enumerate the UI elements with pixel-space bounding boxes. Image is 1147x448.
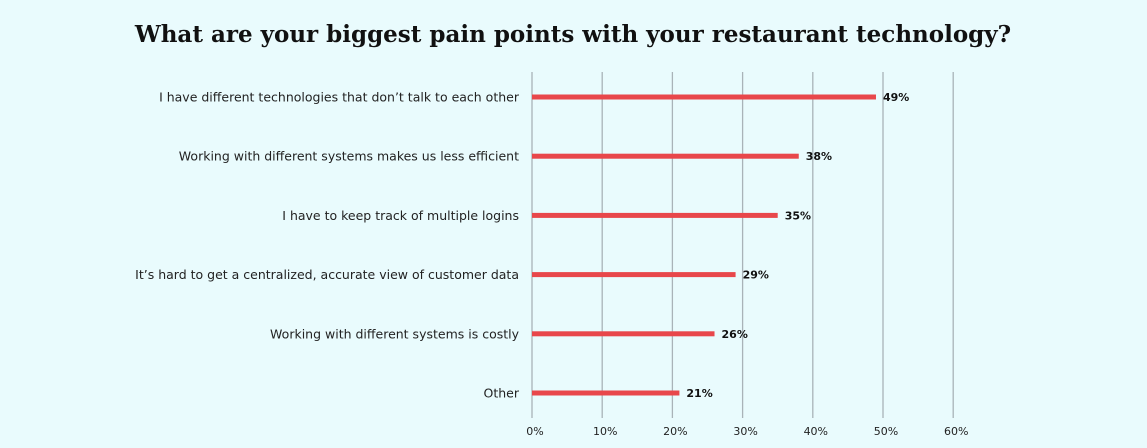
- bar: [532, 390, 680, 396]
- bars: [532, 94, 876, 396]
- x-tick-label: 0%: [526, 425, 543, 438]
- value-labels: 49% 38% 35% 29% 26% 21%: [686, 91, 909, 400]
- x-tick-label: 20%: [663, 425, 687, 438]
- category-label: I have different technologies that don’t…: [159, 90, 520, 105]
- bar: [532, 94, 876, 100]
- bar: [532, 212, 778, 218]
- chart-title: What are your biggest pain points with y…: [134, 21, 1011, 48]
- value-label: 29%: [743, 269, 769, 282]
- x-tick-label: 30%: [733, 425, 757, 438]
- category-labels: I have different technologies that don’t…: [135, 90, 520, 401]
- category-label: Working with different systems is costly: [270, 326, 520, 341]
- value-label: 49%: [883, 91, 909, 104]
- category-label: Other: [484, 386, 520, 401]
- category-label: It’s hard to get a centralized, accurate…: [135, 267, 519, 282]
- value-label: 26%: [722, 328, 748, 341]
- x-axis-tick-labels: 0% 10% 20% 30% 40% 50% 60%: [526, 425, 968, 438]
- value-label: 35%: [785, 209, 811, 222]
- bar: [532, 153, 799, 159]
- x-tick-label: 40%: [804, 425, 828, 438]
- bar: [532, 272, 736, 278]
- category-label: Working with different systems makes us …: [179, 149, 519, 164]
- x-tick-label: 50%: [874, 425, 898, 438]
- value-label: 38%: [806, 150, 832, 163]
- bar: [532, 331, 715, 337]
- x-tick-label: 60%: [944, 425, 968, 438]
- x-tick-label: 10%: [593, 425, 617, 438]
- gridlines: [531, 72, 954, 418]
- category-label: I have to keep track of multiple logins: [282, 208, 519, 223]
- value-label: 21%: [686, 387, 712, 400]
